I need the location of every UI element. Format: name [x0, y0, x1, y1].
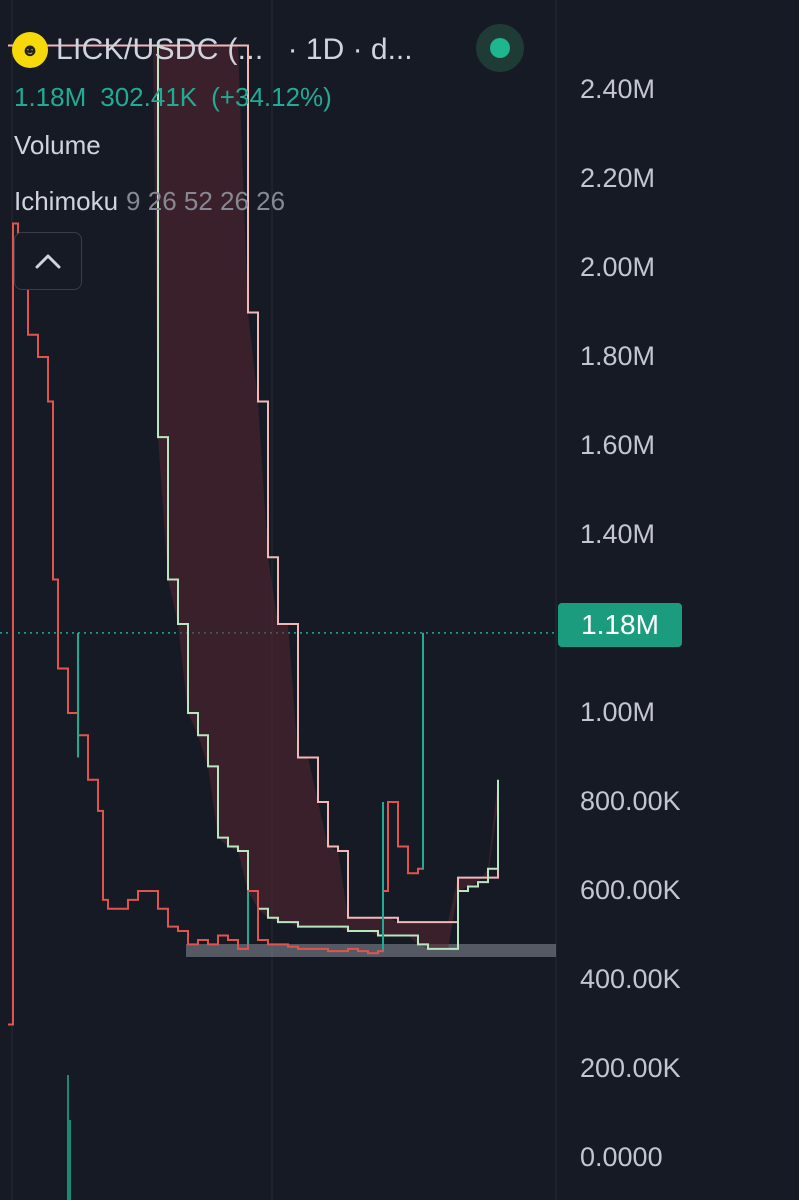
- indicator-volume[interactable]: Volume: [14, 130, 101, 161]
- symbol-header[interactable]: ☻ LICK/USDC (... · 1D · d...: [12, 28, 413, 72]
- support-zone-band: [186, 944, 556, 957]
- price-axis-tick: 1.60M: [580, 430, 656, 460]
- symbol-label[interactable]: LICK/USDC (...: [56, 33, 264, 66]
- price-axis-tick: 2.00M: [580, 252, 656, 282]
- price-axis-tick: 1.40M: [580, 519, 656, 549]
- series-base-line: [8, 44, 499, 924]
- indicator-ichimoku[interactable]: Ichimoku 9 26 52 26 26: [14, 186, 285, 217]
- timeframe-label[interactable]: · 1D · d...: [287, 33, 413, 66]
- series-price-line: [8, 222, 424, 1026]
- price-axis-tick: 200.00K: [580, 1053, 681, 1083]
- price-axis-tick: 1.80M: [580, 341, 656, 371]
- price-axis-tick: 0.0000: [580, 1142, 663, 1172]
- price-axis-tick: 800.00K: [580, 786, 681, 816]
- status-dot-icon: [490, 38, 510, 58]
- token-logo-icon: ☻: [12, 32, 48, 68]
- indicator-name: Ichimoku: [14, 186, 119, 216]
- ichimoku-cloud: [153, 45, 498, 949]
- price-axis-tick: 2.40M: [580, 74, 656, 104]
- indicator-name: Volume: [14, 130, 101, 160]
- market-status-indicator[interactable]: [476, 24, 524, 72]
- price-axis-tick: 2.20M: [580, 163, 656, 193]
- last-price-tag: 1.18M: [558, 603, 682, 647]
- collapse-legend-button[interactable]: [14, 232, 82, 290]
- price-axis-tick: 600.00K: [580, 875, 681, 905]
- series-conversion-line: [153, 44, 499, 950]
- chevron-up-icon: [35, 254, 61, 269]
- last-price-value: 1.18M: [14, 82, 87, 112]
- price-summary: 1.18M 302.41K (+34.12%): [14, 82, 332, 113]
- price-change-value: 302.41K: [100, 82, 198, 112]
- price-axis-tick: 400.00K: [580, 964, 681, 994]
- price-axis-tick: 1.00M: [580, 697, 656, 727]
- price-change-percent: (+34.12%): [211, 82, 332, 112]
- indicator-params: 9 26 52 26 26: [126, 186, 286, 216]
